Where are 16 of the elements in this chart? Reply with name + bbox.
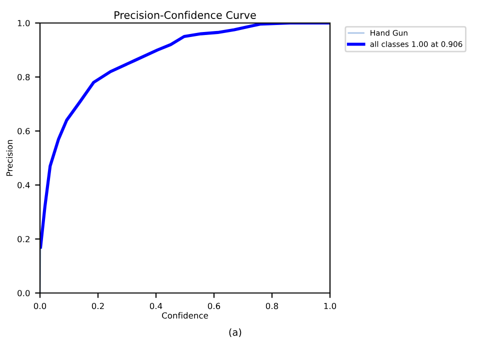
chart-title: Precision-Confidence Curve	[114, 10, 256, 19]
x-tick-label: 0.6	[208, 302, 220, 310]
x-tick-label: 0.4	[150, 302, 162, 310]
x-tick-label: 0.2	[92, 302, 104, 310]
text: (a)	[229, 328, 242, 338]
y-tick-label: 0.2	[18, 236, 30, 242]
y-tick-label: 0.6	[18, 128, 30, 134]
x-tick-label: 1.0	[324, 302, 336, 310]
x-axis-title: Confidence	[162, 312, 208, 319]
y-tick-label: 0.0	[18, 290, 30, 296]
y-tick-label: 1.0	[18, 20, 30, 26]
x-tick-label: 0.0	[34, 302, 46, 310]
y-tick-label: 0.8	[18, 74, 30, 80]
y-axis-title: Precision	[6, 140, 13, 176]
x-tick-label: 0.8	[266, 302, 278, 310]
y-tick-label: 0.4	[18, 182, 30, 188]
